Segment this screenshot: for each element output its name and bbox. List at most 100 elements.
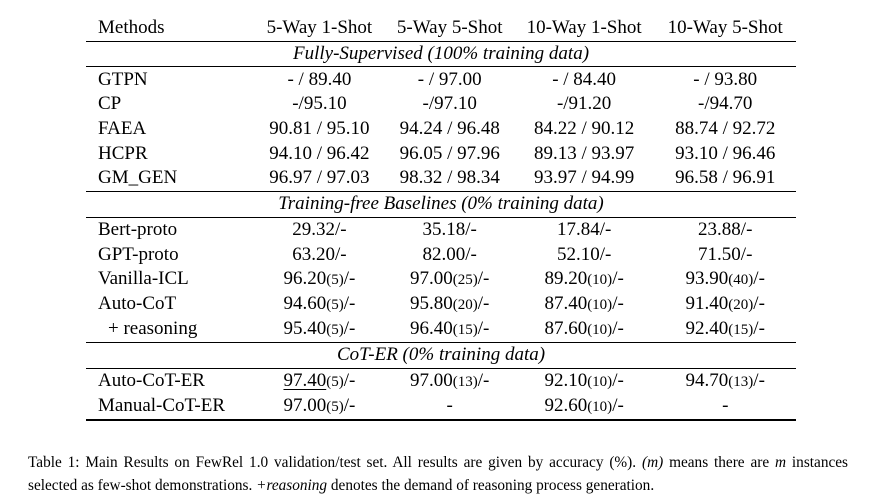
table-row: GPT-proto 63.20/- 82.00/- 52.10/- 71.50/-: [86, 242, 796, 267]
caption-part-4: denotes the demand of reasoning process …: [327, 477, 655, 494]
result-cell: 94.70(13)/-: [654, 367, 796, 394]
caption-math-reasoning: +reasoning: [256, 477, 328, 494]
result-cell: 17.84/-: [513, 216, 655, 243]
table-row: HCPR 94.10 / 96.42 96.05 / 97.96 89.13 / 93…: [86, 141, 796, 166]
accuracy-value: 92.10: [544, 369, 588, 391]
result-cell: 97.40(5)/-: [253, 367, 386, 394]
test-value: /-: [753, 292, 765, 314]
method-cell: Vanilla-ICL: [98, 268, 189, 290]
accuracy-value: 89.20: [544, 267, 588, 289]
demo-count: (5): [326, 398, 344, 415]
demo-count: (13): [452, 373, 478, 390]
result-cell: 96.40(15)/-: [386, 317, 514, 343]
table-caption: Table 1: Main Results on FewRel 1.0 vali…: [28, 451, 848, 497]
accuracy-value: 94.24 / 96.48: [399, 118, 500, 140]
method-cell: Manual-CoT-ER: [86, 393, 254, 421]
method-cell: GM_GEN: [98, 167, 178, 189]
test-value: /-: [753, 369, 765, 391]
demo-count: (20): [452, 296, 478, 313]
test-value: /-: [612, 394, 624, 416]
accuracy-value: 96.97 / 97.03: [269, 167, 370, 189]
result-cell: 92.40(15)/-: [654, 317, 796, 343]
result-cell: 96.20(5)/-: [253, 267, 385, 292]
accuracy-value: 29.32/-: [292, 218, 347, 240]
result-cell: -/94.70: [654, 92, 796, 117]
demo-count: (10): [587, 271, 613, 288]
result-cell: 96.05 / 97.96: [386, 141, 514, 166]
result-cell: 63.20/-: [253, 242, 385, 267]
accuracy-value: -: [722, 395, 729, 417]
result-cell: 35.18/-: [385, 216, 514, 243]
section-title: Training-free Baselines (0% training dat…: [86, 190, 796, 217]
demo-count: (15): [452, 321, 478, 338]
result-cell: 71.50/-: [654, 242, 796, 267]
result-cell: 96.58 / 96.91: [654, 166, 796, 191]
result-cell: 92.60(10)/-: [513, 393, 655, 421]
table-row: CP -/95.10 -/97.10 -/91.20 -/94.70: [86, 92, 796, 117]
header-row: Methods 5-Way 1-Shot 5-Way 5-Shot 10-Way…: [86, 16, 796, 41]
result-cell: 96.97 / 97.03: [253, 166, 385, 191]
result-cell: 95.40(5)/-: [253, 317, 385, 343]
result-cell: 87.60(10)/-: [514, 317, 655, 343]
demo-count: (20): [728, 296, 754, 313]
caption-part-2: means there are: [663, 454, 775, 471]
accuracy-value: 90.81 / 95.10: [269, 118, 370, 140]
result-cell: 84.22 / 90.12: [514, 117, 655, 142]
test-value: /-: [612, 267, 624, 289]
accuracy-value: 95.40: [283, 317, 327, 339]
result-cell: 94.24 / 96.48: [386, 117, 514, 142]
result-cell: -/97.10: [386, 92, 514, 117]
demo-count: (10): [587, 296, 613, 313]
accuracy-value: 92.40: [685, 317, 729, 339]
header-10way-5shot: 10-Way 5-Shot: [667, 17, 783, 39]
result-cell: 93.97 / 94.99: [514, 166, 655, 191]
accuracy-value: - / 97.00: [417, 68, 482, 90]
test-value: /-: [477, 267, 490, 289]
accuracy-value: - / 89.40: [287, 68, 352, 90]
accuracy-value: 94.70: [685, 369, 729, 391]
results-table: Methods 5-Way 1-Shot 5-Way 5-Shot 10-Way…: [86, 16, 796, 421]
table-row: Vanilla-ICL 96.20(5)/- 97.00(25)/- 89.20(10…: [86, 267, 796, 292]
table-row: Auto-CoT 94.60(5)/- 95.80(20)/- 87.40(10)/-…: [86, 292, 796, 317]
table-row: Bert-proto 29.32/- 35.18/- 17.84/- 23.88/-: [86, 216, 796, 243]
demo-count: (15): [728, 321, 754, 338]
accuracy-value: - / 84.40: [552, 68, 617, 90]
accuracy-value: 89.13 / 93.97: [533, 142, 635, 164]
result-cell: 52.10/-: [514, 242, 655, 267]
accuracy-value: 96.58 / 96.91: [675, 167, 776, 189]
accuracy-value: 94.10 / 96.42: [269, 142, 370, 164]
demo-count: (5): [326, 373, 344, 390]
section-row: Training-free Baselines (0% training dat…: [86, 190, 796, 217]
result-cell: -/91.20: [514, 92, 655, 117]
result-cell: 91.40(20)/-: [654, 292, 796, 317]
accuracy-value: 95.80: [410, 292, 453, 314]
table-row: + reasoning 95.40(5)/- 96.40(15)/- 87.60(10…: [86, 317, 796, 343]
accuracy-value: 96.05 / 97.96: [399, 142, 500, 164]
accuracy-value: 91.40: [685, 292, 729, 314]
table-row: FAEA 90.81 / 95.10 94.24 / 96.48 84.22 / 90…: [86, 117, 796, 142]
method-cell: + reasoning: [108, 318, 198, 340]
method-cell: Auto-CoT: [98, 293, 177, 315]
accuracy-value: 97.40: [283, 369, 327, 391]
accuracy-value: -/91.20: [556, 93, 612, 115]
test-value: /-: [343, 292, 356, 314]
accuracy-value: 84.22 / 90.12: [533, 118, 635, 140]
test-value: /-: [753, 317, 765, 339]
result-cell: 93.90(40)/-: [654, 267, 796, 292]
header-5way-1shot: 5-Way 1-Shot: [266, 17, 373, 39]
accuracy-value: -/95.10: [292, 93, 347, 115]
accuracy-value: 71.50/-: [698, 243, 753, 265]
method-cell: FAEA: [98, 118, 147, 140]
caption-part-3: instances selected as few-shot demonstra…: [28, 454, 848, 494]
table-row: GTPN - / 89.40 - / 97.00 - / 84.40 - / 93.80: [86, 66, 796, 93]
section-row: CoT-ER (0% training data): [86, 341, 796, 369]
table-row: Manual-CoT-ER 97.00(5)/- -92.60(10)/- -: [86, 393, 796, 421]
result-cell: 97.00(13)/-: [385, 367, 514, 394]
accuracy-value: 93.90: [685, 267, 729, 289]
result-cell: - / 97.00: [385, 66, 514, 93]
accuracy-value: 93.10 / 96.46: [675, 142, 776, 164]
accuracy-value: 82.00/-: [422, 243, 477, 265]
accuracy-value: 97.00: [410, 369, 453, 391]
accuracy-value: 97.00: [283, 394, 327, 416]
demo-count: (10): [587, 373, 613, 390]
